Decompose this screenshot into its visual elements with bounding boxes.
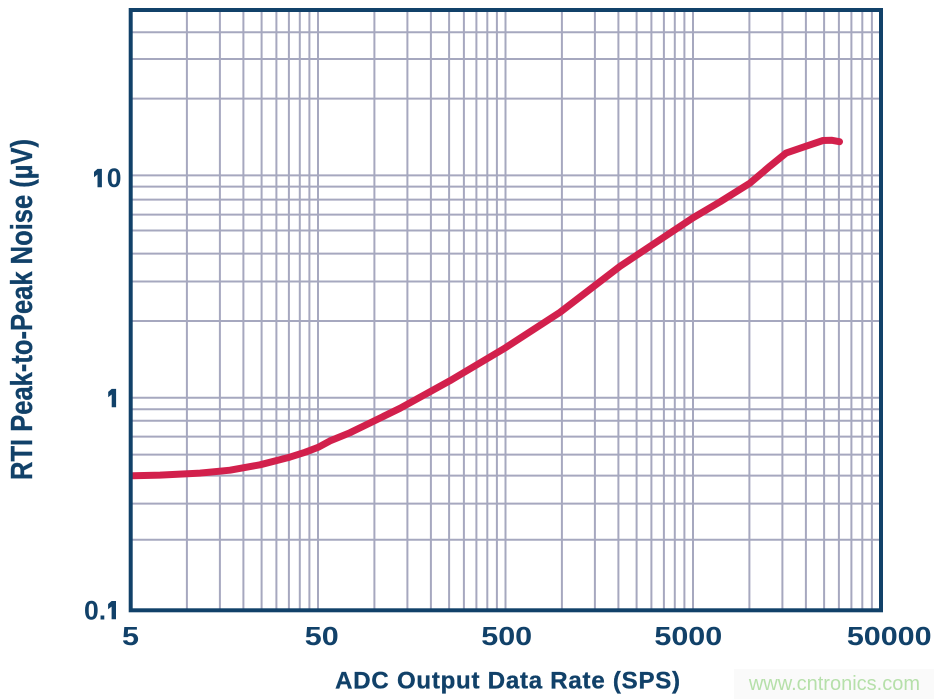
svg-text:0: 0 (107, 163, 122, 193)
svg-text:50: 50 (305, 622, 339, 651)
svg-text:5: 5 (122, 622, 139, 651)
svg-text:500: 500 (481, 622, 532, 651)
svg-text:0.: 0. (84, 595, 106, 625)
svg-text:ADC Output Data Rate (SPS): ADC Output Data Rate (SPS) (335, 668, 681, 695)
svg-text:www.cntronics.com: www.cntronics.com (748, 673, 920, 695)
svg-text:5000: 5000 (654, 622, 722, 651)
svg-text:RTI Peak-to-Peak Noise (µV): RTI Peak-to-Peak Noise (µV) (5, 139, 40, 480)
svg-text:50000: 50000 (847, 622, 932, 651)
